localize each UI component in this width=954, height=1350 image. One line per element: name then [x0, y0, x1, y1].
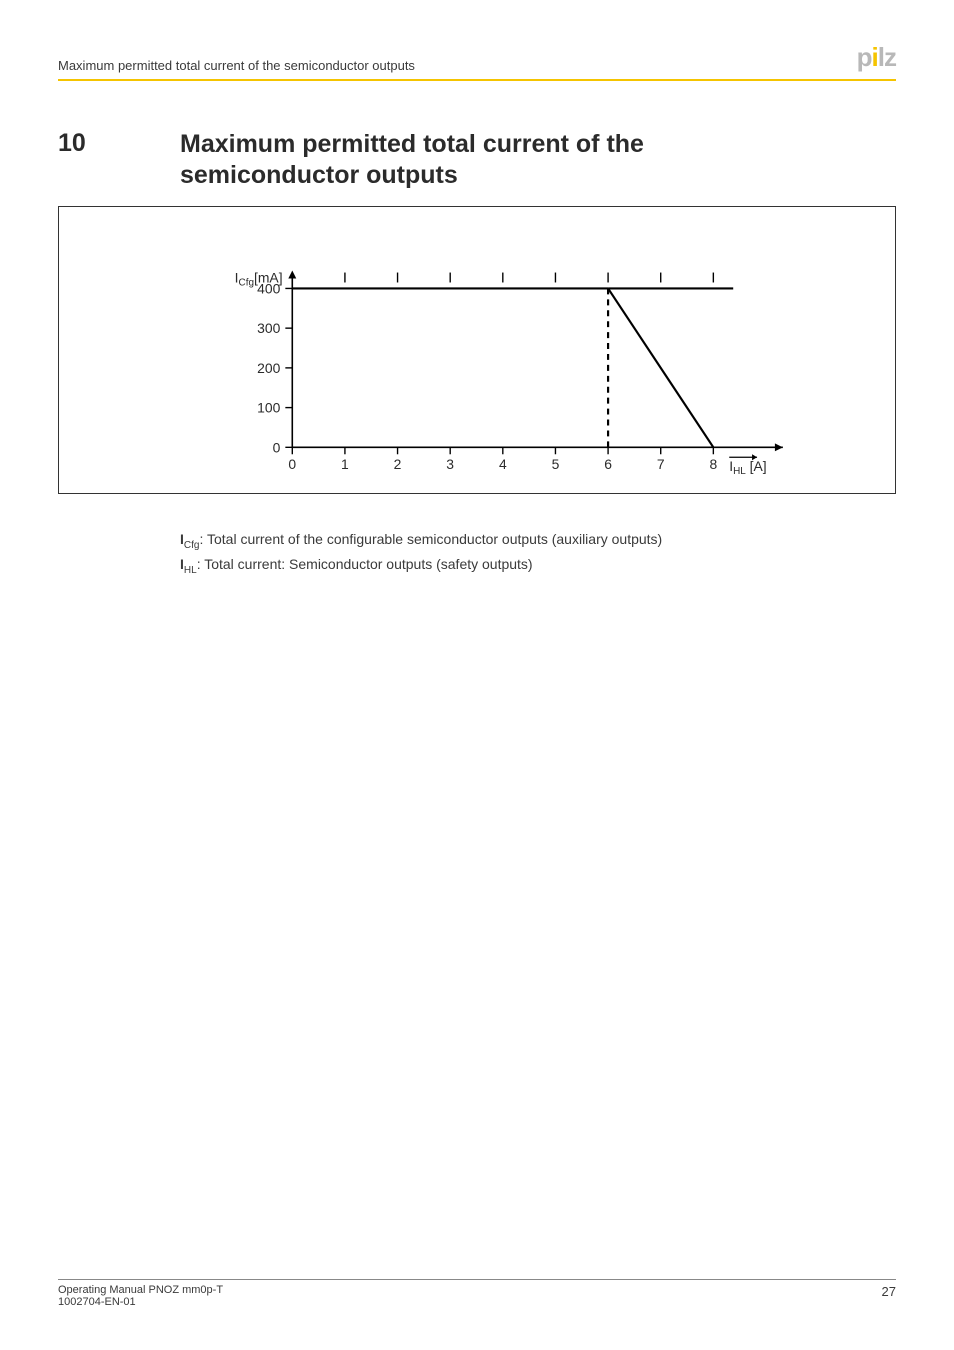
legend1-sub: Cfg	[184, 539, 200, 550]
svg-text:0: 0	[273, 439, 281, 455]
svg-text:100: 100	[257, 399, 280, 415]
current-chart: 0100200300400012345678ICfg[mA]IHL [A]	[58, 206, 896, 494]
chart-legend: ICfg: Total current of the configurable …	[180, 528, 896, 580]
footer-page-number: 27	[882, 1284, 896, 1308]
footer-left: Operating Manual PNOZ mm0p-T 1002704-EN-…	[58, 1284, 223, 1308]
section-title: Maximum permitted total current of the s…	[180, 129, 644, 192]
svg-text:0: 0	[288, 456, 296, 472]
section-heading: 10 Maximum permitted total current of th…	[58, 129, 896, 192]
svg-text:3: 3	[446, 456, 454, 472]
svg-text:7: 7	[657, 456, 665, 472]
legend1-text: : Total current of the configurable semi…	[199, 531, 662, 547]
svg-text:5: 5	[552, 456, 560, 472]
legend-line-1: ICfg: Total current of the configurable …	[180, 528, 896, 554]
legend2-text: : Total current: Semiconductor outputs (…	[197, 556, 533, 572]
svg-text:8: 8	[709, 456, 717, 472]
legend2-sub: HL	[184, 565, 197, 576]
svg-text:6: 6	[604, 456, 612, 472]
legend-line-2: IHL: Total current: Semiconductor output…	[180, 553, 896, 579]
svg-text:1: 1	[341, 456, 349, 472]
page-footer: Operating Manual PNOZ mm0p-T 1002704-EN-…	[58, 1279, 896, 1308]
svg-text:300: 300	[257, 320, 280, 336]
brand-logo: pilz	[857, 42, 896, 73]
section-title-line1: Maximum permitted total current of the	[180, 130, 644, 158]
footer-manual-title: Operating Manual PNOZ mm0p-T	[58, 1284, 223, 1296]
svg-text:IHL [A]: IHL [A]	[729, 458, 766, 477]
svg-text:2: 2	[394, 456, 402, 472]
page-header: Maximum permitted total current of the s…	[58, 42, 896, 81]
section-number: 10	[58, 129, 180, 192]
header-title: Maximum permitted total current of the s…	[58, 58, 415, 73]
svg-text:4: 4	[499, 456, 507, 472]
footer-doc-id: 1002704-EN-01	[58, 1296, 223, 1308]
chart-svg: 0100200300400012345678ICfg[mA]IHL [A]	[59, 207, 895, 493]
svg-text:200: 200	[257, 359, 280, 375]
section-title-line2: semiconductor outputs	[180, 161, 458, 189]
